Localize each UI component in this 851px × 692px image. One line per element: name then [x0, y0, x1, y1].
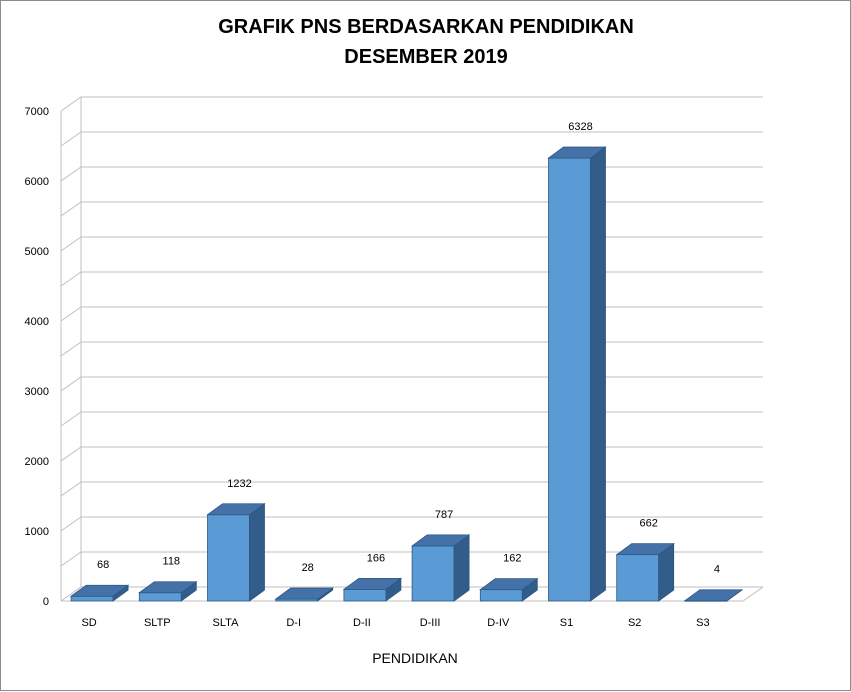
gridline: [60, 306, 763, 322]
chart-title: GRAFIK PNS BERDASARKAN PENDIDIKAN: [218, 16, 634, 38]
x-tick-label: D-II: [353, 617, 371, 629]
y-tick-label: 1000: [25, 526, 49, 538]
gridline: [60, 481, 763, 497]
gridline: [60, 201, 763, 217]
bar-top: [274, 587, 334, 600]
bar-front: [548, 157, 591, 602]
data-label: 787: [435, 509, 453, 521]
bar: [138, 580, 198, 602]
y-tick-label: 3000: [25, 386, 49, 398]
bar-top: [683, 589, 744, 602]
x-tick-label: S2: [628, 617, 641, 629]
x-tick-label: SLTP: [144, 617, 171, 629]
bar: [274, 587, 334, 602]
chart-subtitle: DESEMBER 2019: [344, 46, 507, 68]
bar-side: [453, 534, 470, 602]
bar: [206, 502, 266, 602]
bar-front: [70, 595, 114, 602]
bar: [547, 146, 607, 602]
gridline: [60, 411, 763, 427]
bar-top: [69, 584, 130, 597]
bar-top: [342, 577, 403, 590]
y-tick-label: 7000: [25, 106, 49, 118]
bar-side: [249, 502, 265, 602]
x-tick-label: D-IV: [487, 617, 510, 629]
data-label: 68: [97, 559, 109, 571]
bars: [69, 146, 744, 602]
bar-top: [410, 534, 471, 547]
data-label: 162: [503, 553, 521, 565]
x-tick-label: SLTA: [213, 617, 240, 629]
x-tick-label: S1: [560, 617, 573, 629]
data-label: 166: [367, 552, 385, 564]
bar-front: [616, 554, 660, 602]
y-tick-label: 4000: [25, 316, 49, 328]
y-tick-label: 6000: [25, 176, 49, 188]
x-tick-label: D-III: [420, 617, 441, 629]
bar: [342, 577, 403, 602]
gridline: [60, 376, 763, 392]
data-label: 28: [302, 562, 314, 574]
bar-front: [411, 545, 455, 602]
gridline: [60, 271, 763, 287]
bar: [69, 584, 130, 602]
gridline: [60, 236, 763, 252]
x-axis-categories: SD SLTP SLTA D-I D-II D-III D-IV S1 S2 S3: [81, 617, 709, 629]
bar-front: [343, 588, 387, 602]
x-axis-title: PENDIDIKAN: [372, 650, 458, 666]
bar-side: [590, 146, 606, 602]
bar: [410, 534, 471, 602]
bar-top: [615, 543, 675, 556]
y-tick-label: 0: [43, 596, 49, 608]
data-label: 662: [640, 518, 658, 530]
gridline: [60, 131, 763, 147]
x-tick-label: S3: [696, 617, 709, 629]
gridlines: [60, 96, 764, 602]
bar-front: [138, 592, 182, 602]
bar-top: [206, 503, 266, 516]
gridline: [60, 446, 763, 462]
bar-top: [138, 581, 198, 594]
data-labels: 68 118 1232 28 166 787 162 6328 662 4: [97, 121, 720, 576]
bar: [479, 577, 539, 602]
bar-front: [207, 514, 250, 602]
bar: [615, 542, 675, 602]
y-axis-ticks: 0 1000 2000 3000 4000 5000 6000 7000: [25, 106, 49, 608]
gridline: [60, 96, 763, 112]
x-tick-label: SD: [81, 617, 96, 629]
data-label: 118: [163, 556, 181, 568]
y-tick-label: 5000: [25, 246, 49, 258]
data-label: 1232: [227, 478, 251, 490]
bar-front: [479, 589, 523, 602]
gridline: [60, 341, 763, 357]
data-label: 4: [714, 564, 720, 576]
y-tick-label: 2000: [25, 456, 49, 468]
data-label: 6328: [568, 121, 592, 133]
gridline: [60, 166, 763, 182]
x-tick-label: D-I: [286, 617, 301, 629]
bar: [683, 588, 744, 602]
bar-top: [547, 146, 607, 159]
bar-top: [479, 578, 539, 591]
